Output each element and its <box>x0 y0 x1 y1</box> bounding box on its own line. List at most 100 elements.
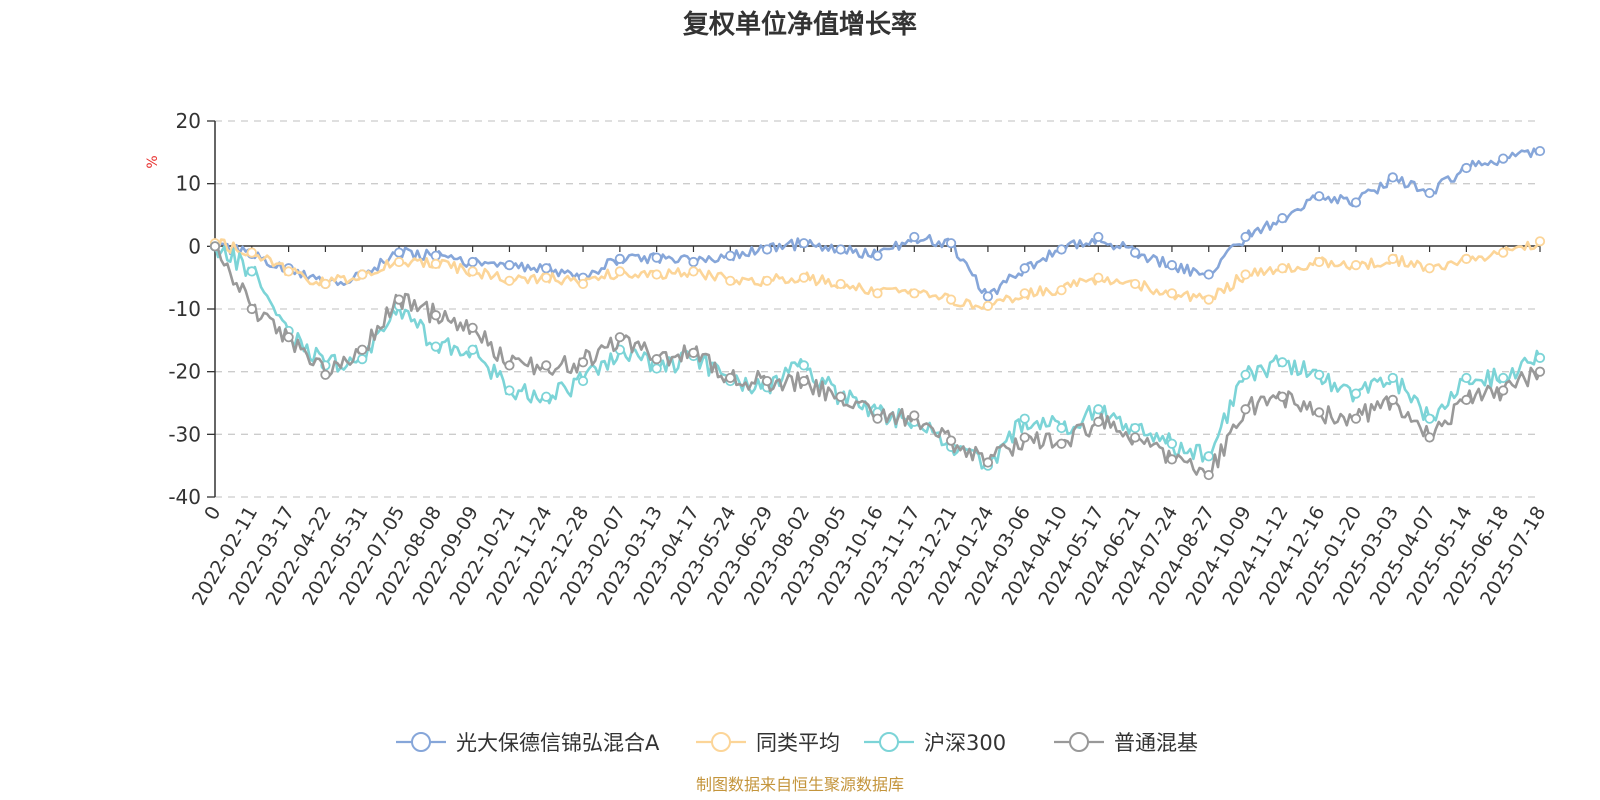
data-point <box>430 258 441 269</box>
data-point <box>1534 366 1546 377</box>
data-point <box>541 272 552 283</box>
data-point <box>1240 269 1251 280</box>
data-point <box>872 288 883 299</box>
series-line <box>213 245 1542 470</box>
data-point <box>1387 172 1398 183</box>
data-point <box>1350 388 1362 399</box>
data-point <box>430 310 441 321</box>
data-point <box>1166 288 1178 299</box>
data-point <box>1203 294 1214 305</box>
legend: 光大保德信锦弘混合A 同类平均 沪深300 普通混基 <box>396 731 1198 755</box>
legend-label: 普通混基 <box>1114 731 1198 755</box>
data-point <box>1056 244 1067 255</box>
data-point <box>1314 256 1325 268</box>
data-point <box>504 275 515 286</box>
data-point <box>946 435 957 446</box>
data-point <box>761 375 773 387</box>
legend-swatch-marker <box>1069 732 1089 752</box>
data-point <box>504 385 515 396</box>
x-tick-label: 0 <box>200 503 225 524</box>
data-point <box>357 344 368 355</box>
data-point <box>1424 432 1435 443</box>
data-point <box>393 247 405 258</box>
data-point <box>909 231 920 243</box>
data-point <box>614 332 625 343</box>
data-point <box>393 256 405 268</box>
legend-swatch-marker <box>711 732 731 752</box>
data-point <box>1387 253 1398 264</box>
legend-item: 光大保德信锦弘混合A <box>396 731 660 755</box>
data-point <box>467 322 478 333</box>
data-point <box>246 303 257 315</box>
data-point <box>982 457 994 468</box>
y-tick-label: -30 <box>168 422 201 446</box>
data-point <box>1240 231 1251 243</box>
data-point <box>909 288 920 299</box>
data-point <box>1203 269 1214 280</box>
data-point <box>1424 187 1435 199</box>
data-point <box>1534 145 1546 157</box>
data-point <box>1534 236 1546 247</box>
legend-swatch-marker <box>879 732 899 752</box>
y-axis-unit: % <box>145 155 161 168</box>
data-point <box>688 256 699 268</box>
legend-label: 同类平均 <box>756 731 840 755</box>
data-point <box>1093 231 1104 243</box>
data-point <box>835 391 846 402</box>
data-point <box>1498 385 1509 396</box>
data-point <box>504 360 515 371</box>
grid-lines <box>215 120 1540 498</box>
data-point <box>283 266 294 277</box>
data-point <box>614 253 625 264</box>
data-point <box>1461 394 1472 405</box>
data-point <box>1350 197 1362 208</box>
data-point <box>577 357 589 368</box>
data-point <box>320 369 331 380</box>
data-point <box>614 266 625 277</box>
data-point <box>393 294 405 305</box>
y-tick-label: 20 <box>176 109 201 133</box>
data-point <box>541 360 552 371</box>
legend-item: 普通混基 <box>1054 731 1198 755</box>
data-point <box>1277 391 1288 402</box>
chart-title: 复权单位净值增长率 <box>683 9 917 40</box>
data-point <box>577 375 589 387</box>
data-point <box>1461 162 1472 174</box>
data-point <box>946 294 957 305</box>
data-point <box>1056 438 1067 449</box>
data-point <box>1240 369 1251 380</box>
data-point <box>1277 213 1288 224</box>
data-point <box>1130 278 1141 290</box>
data-point <box>1166 260 1178 271</box>
data-point <box>909 410 920 421</box>
series-lines <box>209 145 1546 481</box>
data-point <box>725 275 736 286</box>
data-point <box>1277 263 1288 274</box>
data-point <box>1093 416 1104 427</box>
data-point <box>1424 263 1435 274</box>
data-point <box>982 300 994 311</box>
series-line <box>214 147 1541 298</box>
data-point <box>946 238 957 249</box>
data-point <box>1019 288 1030 299</box>
data-point <box>688 266 699 277</box>
axes: -40-30-20-100102002022-02-112022-03-1720… <box>168 109 1550 609</box>
data-point <box>798 375 809 387</box>
legend-item: 同类平均 <box>696 731 840 755</box>
data-point <box>1203 451 1214 462</box>
data-point <box>209 241 221 252</box>
data-point <box>467 266 478 277</box>
data-point <box>651 354 662 365</box>
data-point <box>430 250 441 261</box>
data-point <box>1314 407 1325 418</box>
data-point <box>872 250 883 261</box>
legend-item: 沪深300 <box>864 731 1006 755</box>
data-point <box>982 291 994 302</box>
data-point <box>1019 432 1030 443</box>
y-tick-label: -40 <box>168 485 201 509</box>
data-point <box>357 269 368 280</box>
y-tick-label: -10 <box>168 297 201 321</box>
data-point <box>725 250 736 261</box>
data-point <box>246 247 257 258</box>
data-point <box>1498 153 1509 164</box>
